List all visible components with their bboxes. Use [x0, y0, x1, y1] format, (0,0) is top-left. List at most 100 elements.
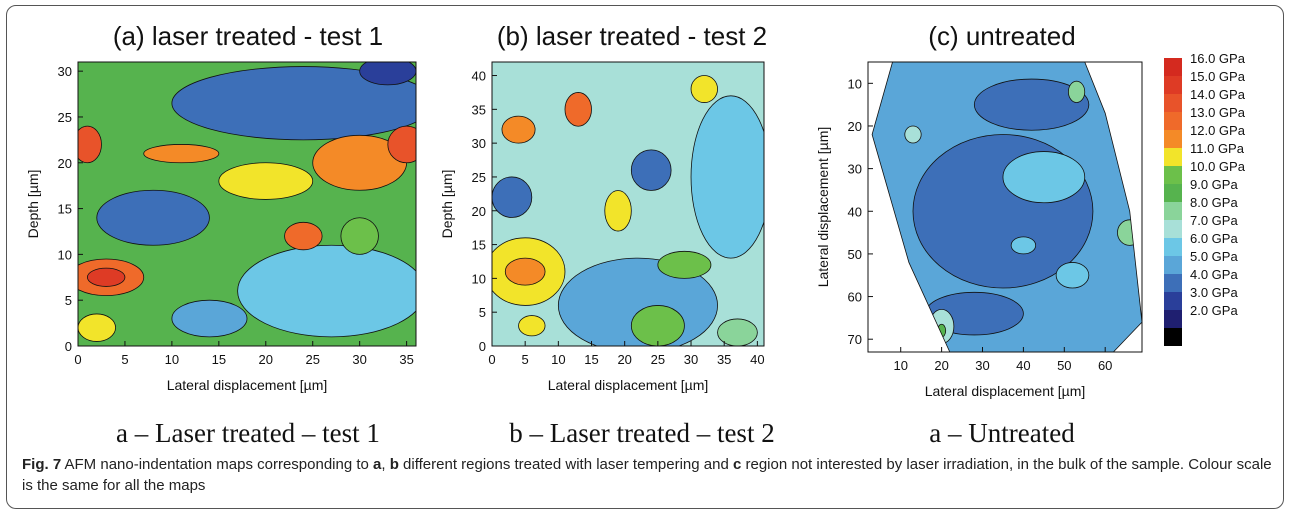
x-tick-label: 30	[352, 352, 366, 367]
x-axis-label: Lateral displacement [µm]	[167, 377, 328, 393]
colorbar-swatch	[1164, 148, 1182, 166]
contour-region	[359, 62, 416, 86]
colorbar-swatch	[1164, 328, 1182, 346]
x-tick-label: 5	[522, 352, 529, 367]
colorbar-swatch	[1164, 166, 1182, 184]
colorbar-swatch	[1164, 220, 1182, 238]
colorbar-swatch	[1164, 94, 1182, 112]
contour-region	[143, 144, 220, 164]
contour-region	[1067, 80, 1086, 103]
colorbar-swatch	[1164, 58, 1182, 76]
colorbar-label: 14.0 GPa	[1190, 87, 1246, 102]
x-tick-label: 20	[259, 352, 273, 367]
caption-text: AFM nano-indentation maps corresponding …	[64, 456, 374, 473]
y-tick-label: 20	[58, 156, 72, 171]
x-axis-label: Lateral displacement [µm]	[925, 383, 1086, 399]
contour-region	[1055, 262, 1090, 289]
contour-region	[690, 95, 764, 259]
x-tick-label: 30	[684, 352, 698, 367]
panel-a-map: 0 5 10 15 20 25 30 35 0 5 10 15 20 25 30 Lateral displa…	[25, 61, 417, 393]
y-tick-label: 30	[472, 136, 486, 151]
axes-frame	[491, 61, 765, 347]
contour-region	[904, 125, 922, 144]
y-tick-label: 40	[472, 69, 486, 84]
colorbar-label: 16.0 GPa	[1190, 51, 1246, 66]
contour-region	[78, 313, 116, 342]
x-tick-label: 60	[1098, 358, 1112, 373]
colorbar-label: 4.0 GPa	[1190, 267, 1238, 282]
y-axis-label: Lateral displacement [µm]	[815, 127, 831, 288]
axes-frame	[867, 61, 1143, 353]
contour-region	[604, 190, 632, 232]
colorbar-swatch	[1164, 112, 1182, 130]
contour-region	[96, 189, 210, 246]
x-tick-label: 10	[551, 352, 565, 367]
contour-region	[171, 299, 248, 338]
y-tick-label: 15	[472, 238, 486, 253]
x-tick-label: 35	[399, 352, 413, 367]
colorbar-label: 7.0 GPa	[1190, 213, 1238, 228]
panel-a-subtitle: a – Laser treated – test 1	[116, 418, 380, 448]
caption-b: b	[389, 456, 399, 473]
contour-region	[237, 244, 416, 338]
x-tick-label: 25	[651, 352, 665, 367]
y-tick-label: 10	[58, 247, 72, 262]
panel-b-subtitle: b – Laser treated – test 2	[509, 418, 774, 448]
contour-region	[284, 221, 323, 251]
y-tick-label: 40	[848, 204, 862, 219]
x-tick-label: 40	[1016, 358, 1030, 373]
y-axis-label: Depth [µm]	[439, 170, 455, 239]
colorbar-label: 8.0 GPa	[1190, 195, 1238, 210]
colorbar-swatch	[1164, 184, 1182, 202]
x-tick-label: 10	[893, 358, 907, 373]
x-tick-label: 30	[975, 358, 989, 373]
caption-mid: different regions treated with laser tem…	[398, 456, 733, 473]
caption-label: Fig. 7	[22, 456, 62, 473]
y-tick-label: 10	[472, 271, 486, 286]
colorbar: 16.0 GPa 15.0 GPa 14.0 GPa 13.0 GPa 12.0 GPa…	[1164, 51, 1246, 346]
contour-region	[218, 162, 314, 200]
contour-region	[1117, 219, 1142, 246]
colorbar-label: 9.0 GPa	[1190, 177, 1238, 192]
x-tick-label: 15	[584, 352, 598, 367]
colorbar-swatch	[1164, 310, 1182, 328]
panel-c-map: 10 20 30 40 50 60 10 20 30 40 50 60 70 Lateral displa…	[815, 61, 1143, 399]
contour-region	[973, 78, 1090, 131]
contour-region	[501, 115, 536, 144]
contour-region	[1002, 151, 1086, 204]
y-axis-label: Depth [µm]	[25, 170, 41, 239]
contour-region	[717, 318, 758, 346]
figure-frame	[6, 5, 1284, 509]
x-tick-label: 40	[750, 352, 764, 367]
y-tick-label: 50	[848, 247, 862, 262]
colorbar-swatch	[1164, 292, 1182, 310]
y-tick-label: 60	[848, 290, 862, 305]
x-tick-label: 0	[488, 352, 495, 367]
contour-region	[657, 250, 712, 279]
colorbar-label: 15.0 GPa	[1190, 69, 1246, 84]
x-tick-label: 15	[212, 352, 226, 367]
figure-svg: (a) laser treated - test 1 (b) laser tre…	[25, 21, 1246, 448]
caption-end: region not interested by laser irradiati…	[22, 456, 1272, 494]
colorbar-swatch	[1164, 256, 1182, 274]
y-tick-label: 20	[848, 119, 862, 134]
contour-region	[630, 305, 685, 346]
colorbar-swatch	[1164, 130, 1182, 148]
contour-region	[387, 125, 416, 164]
x-tick-label: 20	[617, 352, 631, 367]
colorbar-swatch	[1164, 238, 1182, 256]
y-tick-label: 15	[58, 202, 72, 217]
contour-region	[518, 315, 546, 337]
colorbar-swatch	[1164, 274, 1182, 292]
y-tick-label: 0	[65, 339, 72, 354]
y-tick-label: 25	[58, 110, 72, 125]
colorbar-label: 3.0 GPa	[1190, 285, 1238, 300]
contour-region	[504, 257, 546, 286]
contour-region	[78, 125, 102, 164]
y-tick-label: 0	[479, 339, 486, 354]
panel-b-title: (b) laser treated - test 2	[497, 21, 767, 51]
contour-region	[171, 66, 416, 141]
y-tick-label: 35	[472, 102, 486, 117]
panel-c-title: (c) untreated	[928, 21, 1075, 51]
contour-region	[937, 323, 947, 338]
